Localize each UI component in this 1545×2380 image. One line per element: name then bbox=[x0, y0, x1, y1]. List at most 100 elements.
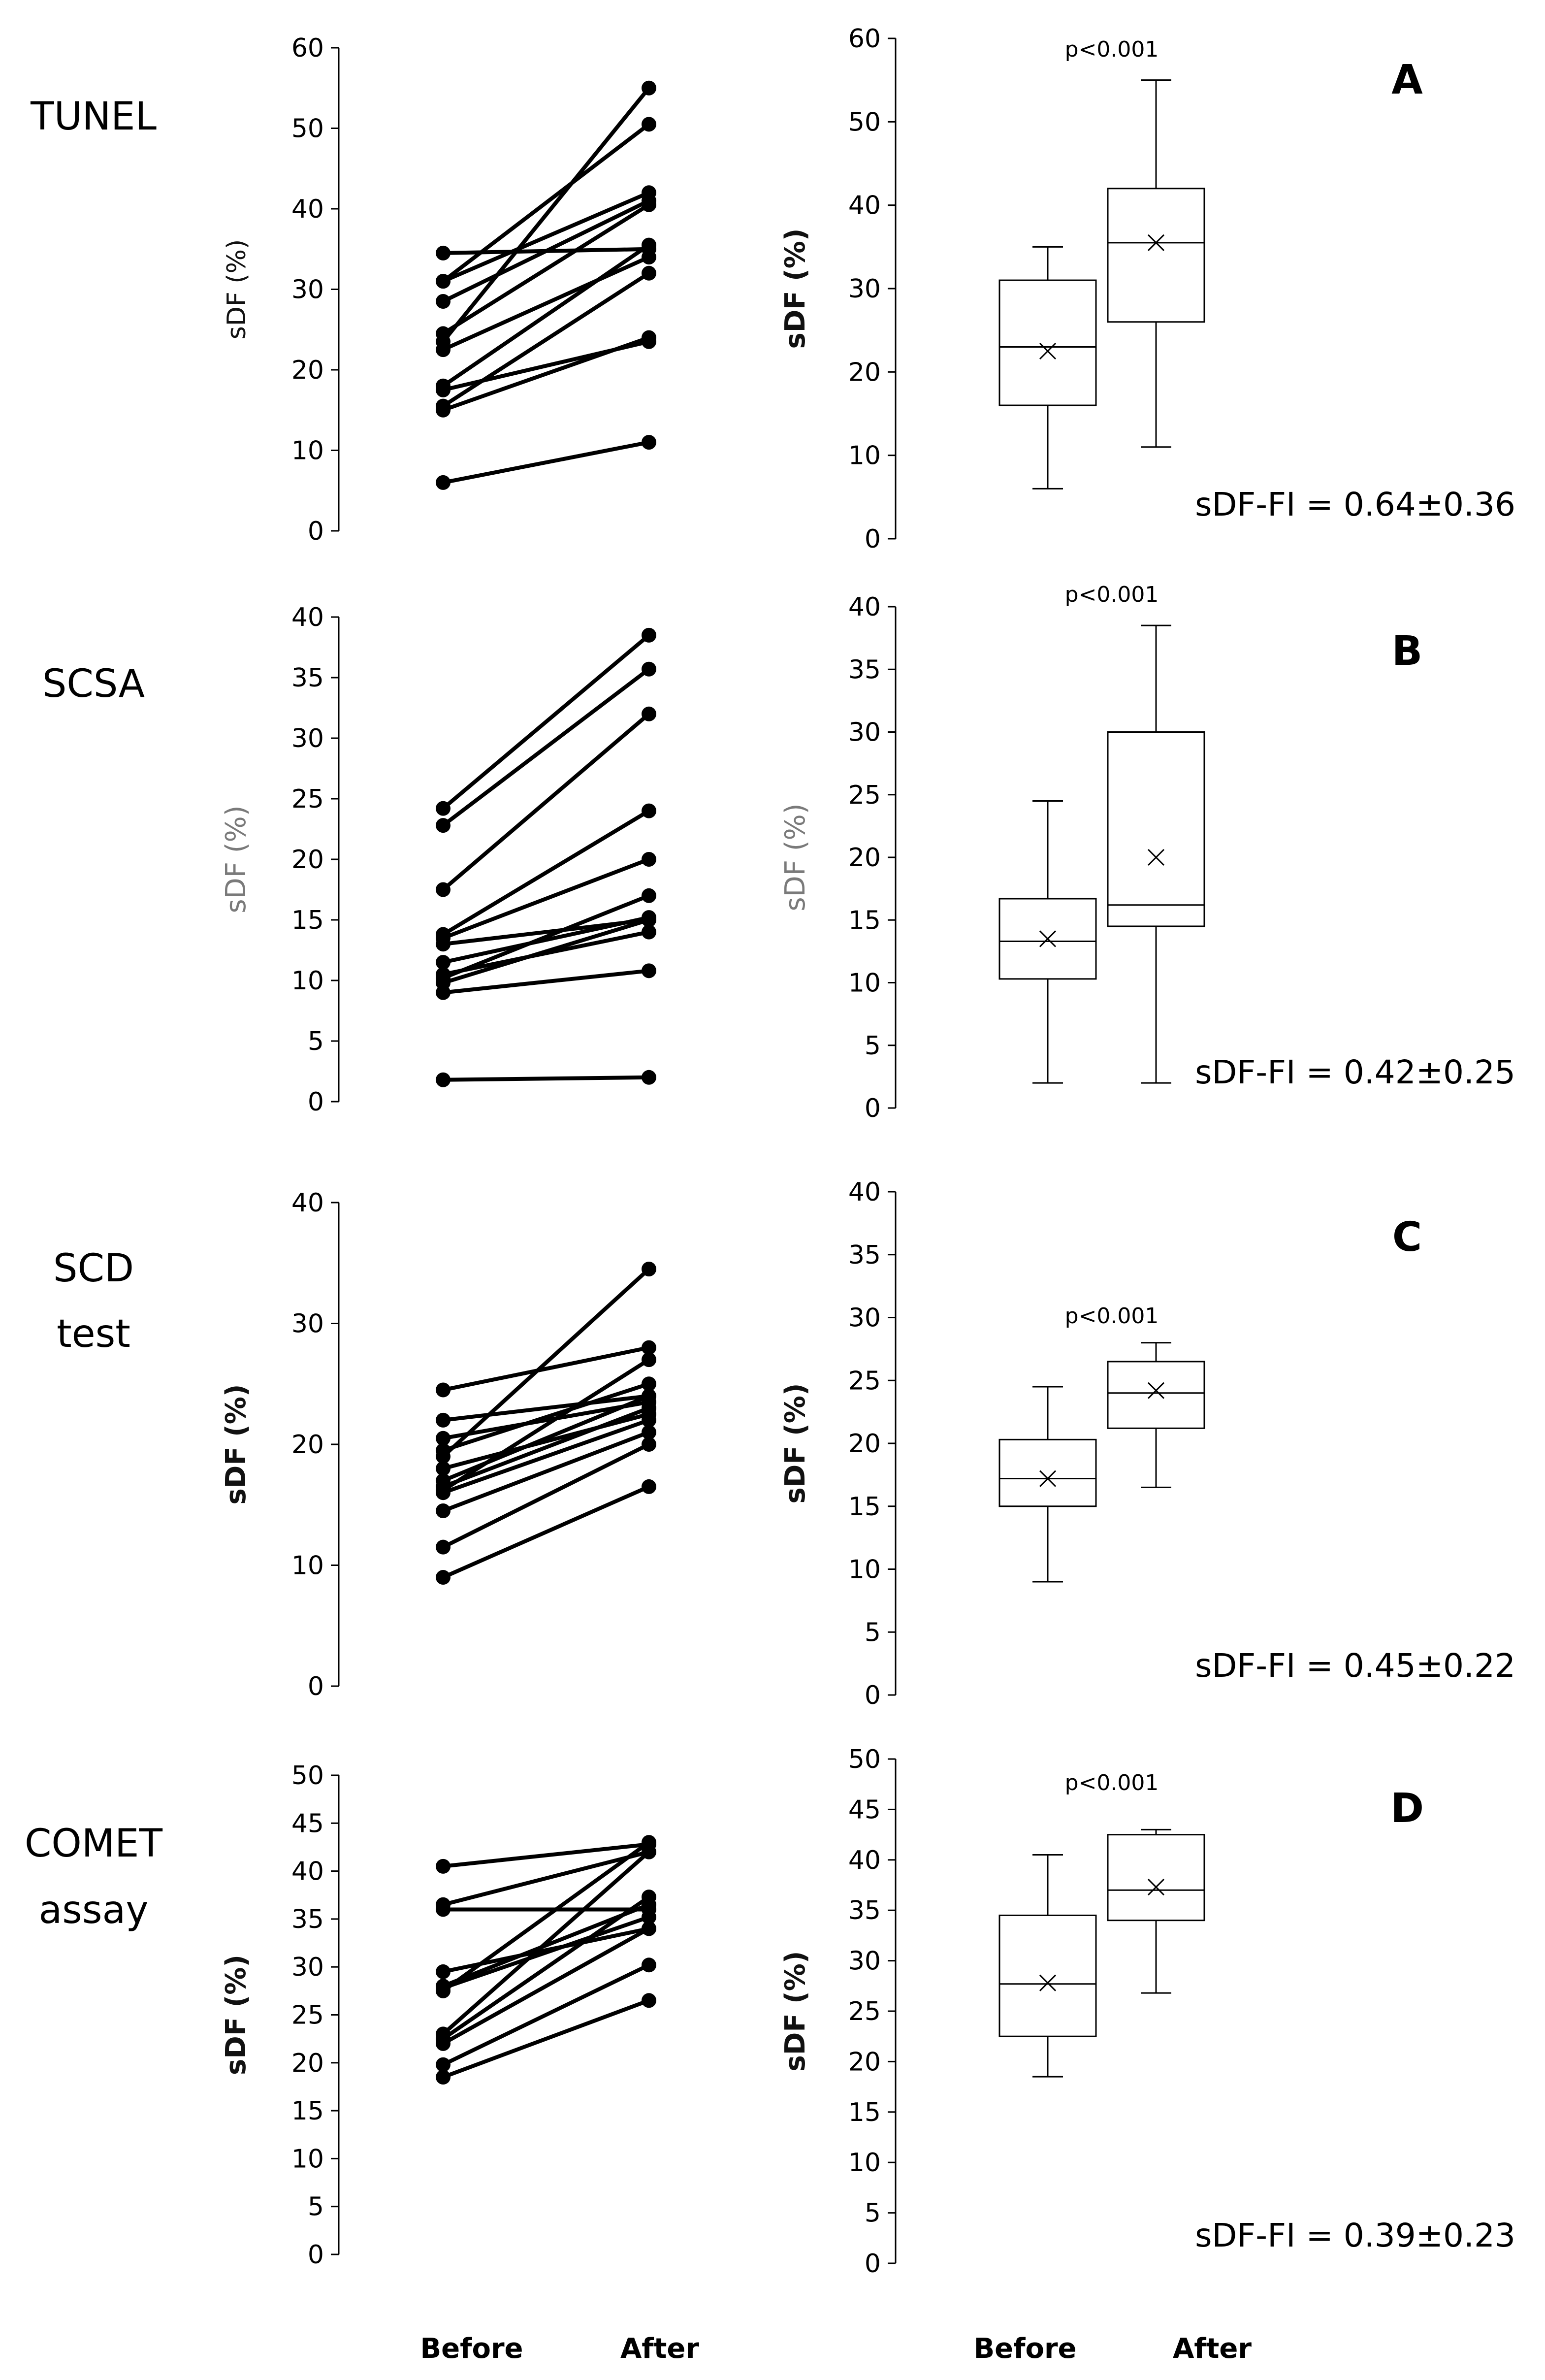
box bbox=[1107, 1342, 1205, 1488]
box bbox=[998, 1854, 1097, 2078]
y-tick-label: 50 bbox=[848, 1745, 881, 1774]
y-tick-label: 30 bbox=[291, 724, 324, 753]
point-after bbox=[642, 1388, 656, 1403]
subject-line bbox=[443, 339, 649, 392]
subject-line bbox=[443, 440, 649, 485]
y-tick-label: 30 bbox=[848, 1947, 881, 1976]
box-plot: 0 5 10 15 20 25 30 35 40 45 50 sDF (%) p<0.001 DsDF-F… bbox=[779, 1745, 1515, 2279]
point-after bbox=[642, 1262, 656, 1277]
subject-line bbox=[442, 191, 650, 283]
y-tick-label: 15 bbox=[848, 1492, 881, 1522]
point-before bbox=[436, 1461, 451, 1476]
point-before bbox=[436, 1964, 451, 1979]
y-tick-label: 60 bbox=[848, 24, 881, 54]
y-tick-label: 20 bbox=[291, 2049, 324, 2078]
y-tick-label: 30 bbox=[291, 1309, 324, 1339]
point-after bbox=[642, 1352, 656, 1368]
row-label: SCSA bbox=[42, 662, 145, 706]
y-tick-label: 50 bbox=[848, 107, 881, 137]
y-tick-label: 10 bbox=[848, 441, 881, 471]
box bbox=[1107, 79, 1205, 448]
p-value-label: p<0.001 bbox=[1065, 1304, 1159, 1329]
point-after bbox=[642, 1479, 656, 1494]
subject-line bbox=[443, 930, 649, 977]
subject-series bbox=[436, 1406, 656, 1476]
x-label-before: Before bbox=[973, 2333, 1076, 2365]
point-after bbox=[642, 1437, 656, 1452]
subject-series bbox=[436, 1401, 656, 1494]
subject-line bbox=[442, 809, 650, 936]
y-tick-label: 35 bbox=[848, 1240, 881, 1270]
y-tick-label: 30 bbox=[291, 1953, 324, 1982]
y-tick-label: 10 bbox=[848, 1555, 881, 1585]
mean-marker bbox=[1147, 1879, 1165, 1896]
mean-marker bbox=[1039, 1974, 1057, 1991]
y-tick-label: 35 bbox=[848, 655, 881, 685]
subject-line bbox=[443, 1075, 649, 1082]
x-label-before: Before bbox=[420, 2333, 523, 2365]
point-after bbox=[642, 1070, 656, 1085]
point-after bbox=[642, 1902, 656, 1917]
point-before bbox=[436, 475, 451, 490]
point-after bbox=[642, 334, 656, 349]
subject-line bbox=[442, 1902, 650, 1988]
sdf-fi-annotation: sDF-FI = 0.64±0.36 bbox=[1195, 486, 1515, 523]
subject-line bbox=[443, 1842, 649, 1868]
x-axis-labels: Before After Before After bbox=[420, 2333, 1252, 2365]
point-after bbox=[642, 852, 656, 867]
p-value-label: p<0.001 bbox=[1065, 582, 1159, 607]
x-label-after: After bbox=[620, 2333, 699, 2365]
box bbox=[998, 246, 1097, 489]
sdf-fi-annotation: sDF-FI = 0.39±0.23 bbox=[1195, 2217, 1515, 2254]
y-tick-label: 10 bbox=[291, 436, 324, 466]
row-label-line: TUNEL bbox=[30, 95, 157, 139]
subject-line bbox=[442, 1915, 650, 1990]
y-tick-label: 15 bbox=[848, 906, 881, 935]
subject-line bbox=[442, 667, 650, 827]
subject-series bbox=[436, 1388, 656, 1428]
y-tick-label: 25 bbox=[291, 784, 324, 814]
subject-line bbox=[443, 247, 649, 255]
subject-line bbox=[441, 87, 651, 343]
subject-series bbox=[436, 185, 656, 289]
row-label: SCD test bbox=[53, 1246, 134, 1356]
mean-marker bbox=[1039, 342, 1057, 360]
subject-series bbox=[436, 803, 656, 942]
subject-line bbox=[443, 1926, 649, 1974]
subject-series bbox=[436, 661, 656, 833]
point-before bbox=[436, 1503, 451, 1519]
p-value-label: p<0.001 bbox=[1065, 1770, 1159, 1795]
point-after bbox=[642, 706, 656, 721]
row-label: COMET assay bbox=[25, 1822, 162, 1932]
y-tick-label: 60 bbox=[291, 33, 324, 63]
point-after bbox=[642, 924, 656, 940]
point-before bbox=[436, 274, 451, 289]
y-tick-label: 40 bbox=[291, 1188, 324, 1218]
y-tick-label: 5 bbox=[865, 2199, 881, 2228]
subject-line bbox=[442, 633, 650, 810]
point-after bbox=[642, 1340, 656, 1355]
point-after bbox=[642, 241, 656, 257]
box-iqr bbox=[998, 1914, 1097, 2037]
y-tick-label: 10 bbox=[848, 2148, 881, 2178]
subject-series bbox=[436, 1262, 656, 1464]
y-tick-label: 5 bbox=[308, 1027, 324, 1056]
y-tick-label: 50 bbox=[291, 1761, 324, 1791]
subject-line bbox=[442, 1418, 650, 1495]
point-before bbox=[436, 927, 451, 942]
y-axis-title: sDF (%) bbox=[220, 1955, 252, 2075]
subject-series bbox=[436, 1890, 656, 2047]
sdf-fi-annotation: sDF-FI = 0.42±0.25 bbox=[1195, 1053, 1515, 1091]
mean-marker bbox=[1039, 930, 1057, 947]
y-axis-title: sDF (%) bbox=[220, 805, 252, 913]
point-before bbox=[436, 955, 451, 970]
y-tick-label: 30 bbox=[291, 275, 324, 305]
subject-line bbox=[442, 243, 650, 388]
subject-line bbox=[442, 1485, 650, 1579]
y-axis-title: sDF (%) bbox=[222, 239, 252, 340]
point-before bbox=[436, 398, 451, 414]
subject-line bbox=[443, 1394, 649, 1422]
y-axis-title: sDF (%) bbox=[779, 228, 811, 349]
point-after bbox=[642, 265, 656, 281]
